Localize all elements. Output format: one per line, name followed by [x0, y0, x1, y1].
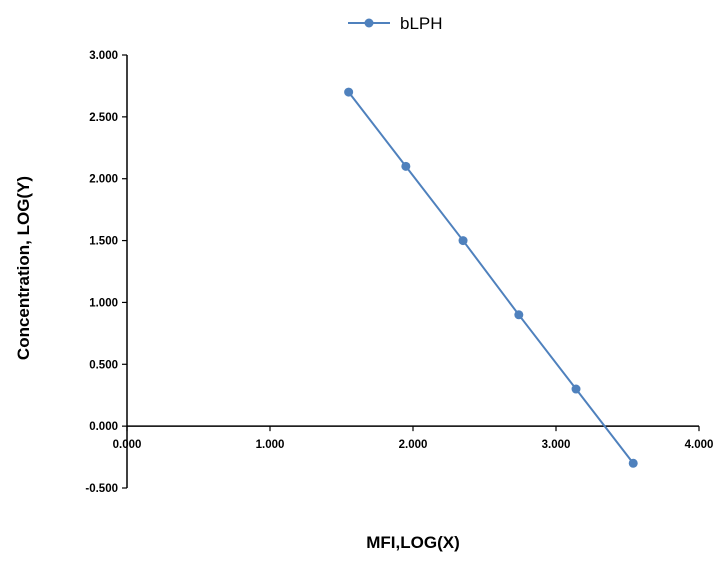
x-axis-ticks: 0.000 1.000 2.000 3.000 4.000 — [113, 426, 714, 451]
x-tick-label: 0.000 — [113, 439, 142, 451]
legend: bLPH — [348, 14, 443, 33]
y-tick-label: 2.000 — [89, 174, 118, 186]
legend-marker — [364, 18, 374, 28]
legend-label: bLPH — [400, 14, 443, 33]
y-tick-label: 0.500 — [89, 359, 118, 371]
x-axis-title: MFI,LOG(X) — [366, 533, 459, 552]
y-tick-label: 2.500 — [89, 112, 118, 124]
x-tick-label: 1.000 — [256, 439, 285, 451]
data-point — [571, 384, 581, 394]
data-point — [458, 236, 468, 246]
x-tick-label: 4.000 — [685, 439, 714, 451]
y-axis-title: Concentration, LOG(Y) — [14, 176, 33, 360]
y-axis-ticks: -0.500 0.000 0.500 1.000 1.500 2.000 2.500 3.00… — [85, 50, 127, 495]
y-tick-label: 1.000 — [89, 297, 118, 309]
y-tick-label: 3.000 — [89, 50, 118, 62]
data-point — [344, 87, 354, 97]
series-line — [347, 91, 635, 464]
x-tick-label: 2.000 — [399, 439, 428, 451]
data-point — [628, 458, 638, 468]
axes — [126, 55, 699, 488]
y-tick-label: 1.500 — [89, 236, 118, 248]
data-point — [401, 161, 411, 171]
y-tick-label: -0.500 — [85, 483, 118, 495]
y-tick-label: 0.000 — [89, 421, 118, 433]
data-point — [514, 310, 524, 320]
series-bLPH — [344, 87, 638, 468]
x-tick-label: 3.000 — [542, 439, 571, 451]
